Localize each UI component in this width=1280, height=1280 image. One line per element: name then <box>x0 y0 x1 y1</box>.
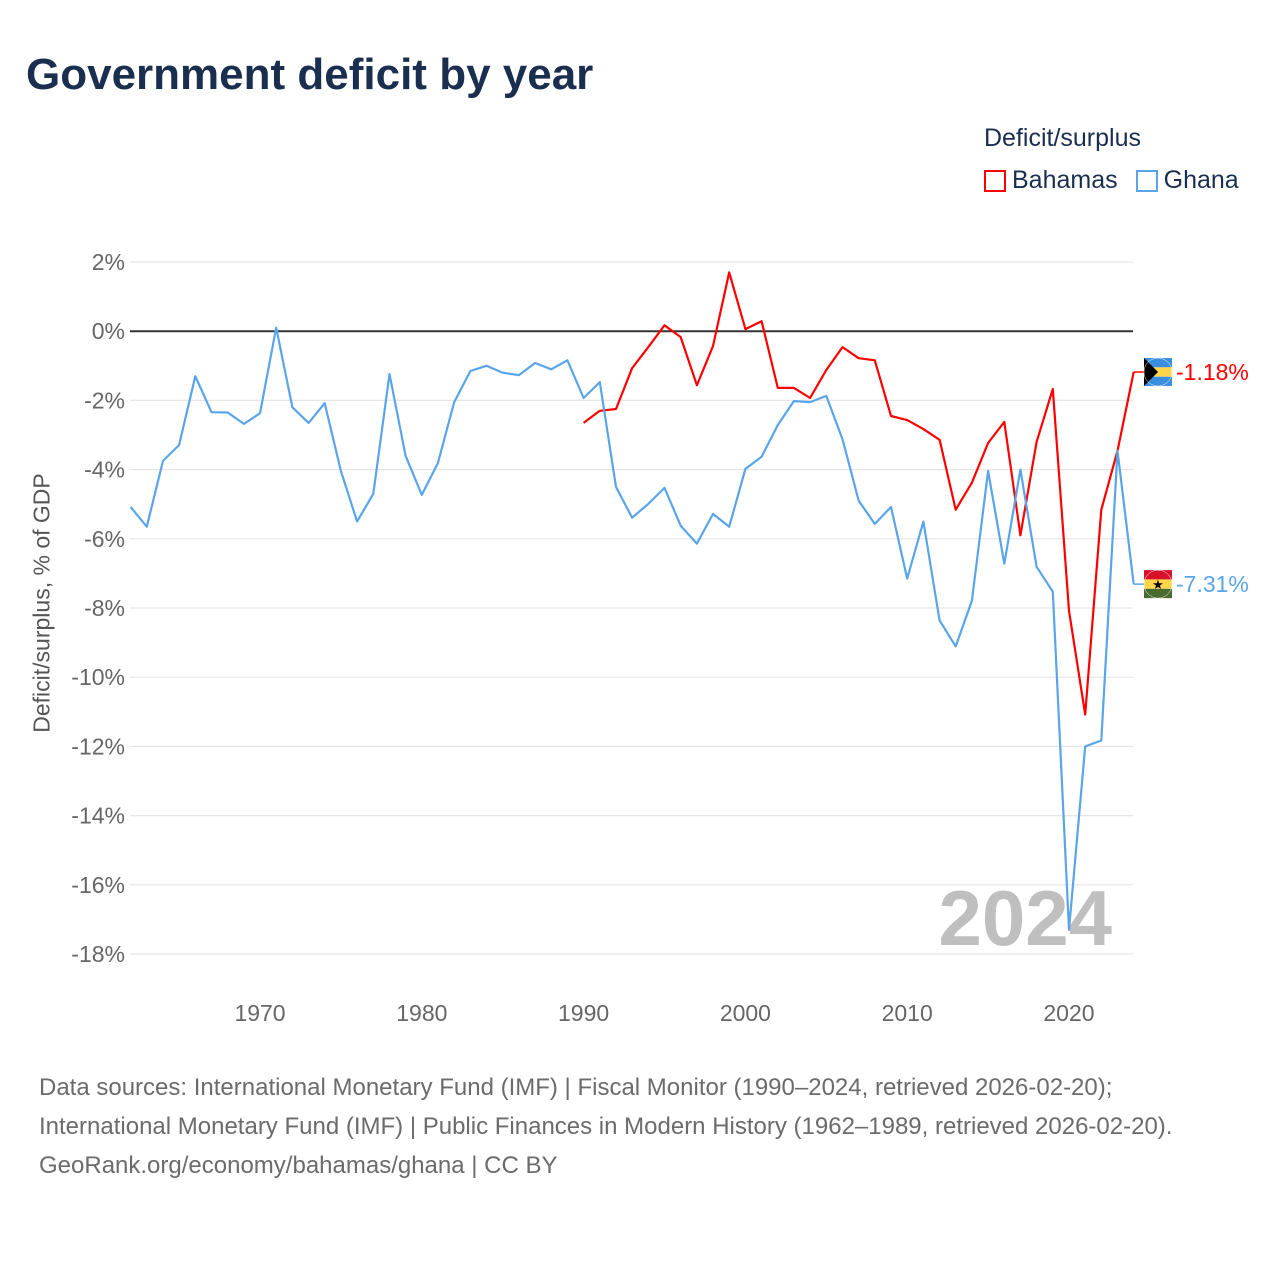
flag-stripe <box>1144 588 1172 599</box>
attribution-link[interactable]: GeoRank.org/economy/bahamas/ghana | CC B… <box>39 1152 558 1179</box>
series-line-bahamas <box>582 271 1135 716</box>
x-tick-label: 1970 <box>234 1000 285 1026</box>
y-tick-label: -18% <box>71 941 125 967</box>
legend-item-ghana[interactable]: Ghana <box>1135 166 1239 195</box>
end-value-label: -1.18% <box>1176 359 1249 385</box>
legend: Bahamas Ghana <box>984 166 1239 195</box>
x-tick-label: 2000 <box>720 1000 771 1026</box>
y-tick-label: -8% <box>84 595 125 621</box>
flag-stripe <box>1144 570 1172 580</box>
data-sources: Data sources: International Monetary Fun… <box>39 1074 1173 1140</box>
flag-stripe <box>1144 358 1172 368</box>
x-tick-label: 1990 <box>558 1000 609 1026</box>
y-tick-label: -16% <box>71 872 125 898</box>
legend-swatch-ghana <box>1135 169 1158 192</box>
flag-stripe <box>1144 579 1172 589</box>
y-tick-label: 0% <box>92 318 125 344</box>
legend-label-ghana: Ghana <box>1163 166 1239 194</box>
x-tick-label: 1980 <box>396 1000 447 1026</box>
legend-item-bahamas[interactable]: Bahamas <box>984 166 1118 195</box>
x-tick-label: 2010 <box>882 1000 933 1026</box>
flag-ghana-icon <box>1143 569 1173 599</box>
flag-stripe <box>1144 376 1172 387</box>
end-value-label: -7.31% <box>1176 571 1249 597</box>
footer: Data sources: International Monetary Fun… <box>39 1068 1239 1185</box>
chart-title: Government deficit by year <box>26 50 594 99</box>
legend-swatch-bahamas <box>984 169 1006 192</box>
y-tick-label: 2% <box>92 249 125 275</box>
flag-star: ★ <box>1152 577 1164 592</box>
year-watermark: 2024 <box>938 874 1112 962</box>
legend-label-bahamas: Bahamas <box>1012 166 1118 194</box>
y-tick-label: -2% <box>84 387 125 413</box>
y-tick-label: -6% <box>84 526 125 552</box>
y-tick-label: -10% <box>71 664 125 690</box>
x-tick-label: 2020 <box>1043 1000 1094 1026</box>
plot-area: 2% 0% -2% -4% -6% -8% -10% -12% -14% -16% -18% 1970… <box>71 249 1249 1026</box>
flag-bahamas-icon <box>1143 357 1173 387</box>
y-tick-label: -12% <box>71 733 125 759</box>
series-line-ghana <box>129 326 1135 931</box>
y-tick-label: -14% <box>71 803 125 829</box>
flag-triangle <box>1144 358 1158 387</box>
legend-title: Deficit/surplus <box>984 124 1141 152</box>
y-tick-label: -4% <box>84 457 125 483</box>
